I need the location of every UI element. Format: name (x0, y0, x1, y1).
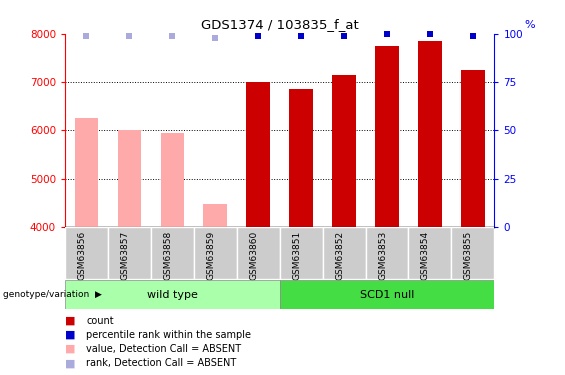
Bar (280, 227, 323, 279)
Text: GSM63860: GSM63860 (249, 231, 258, 280)
Bar (194, 227, 237, 279)
Text: value, Detection Call = ABSENT: value, Detection Call = ABSENT (86, 344, 242, 354)
Text: GSM63853: GSM63853 (378, 231, 387, 280)
Bar (280, 280, 494, 309)
Bar (65, 280, 280, 309)
Bar (323, 227, 366, 279)
Bar (65, 227, 108, 279)
Bar (366, 227, 408, 279)
Text: GSM63852: GSM63852 (335, 231, 344, 280)
Text: %: % (524, 20, 535, 30)
Text: rank, Detection Call = ABSENT: rank, Detection Call = ABSENT (86, 358, 237, 368)
Text: count: count (86, 316, 114, 326)
Text: GSM63855: GSM63855 (464, 231, 473, 280)
Text: ■: ■ (65, 316, 76, 326)
Text: GSM63856: GSM63856 (77, 231, 86, 280)
Text: SCD1 null: SCD1 null (360, 290, 414, 300)
Bar (160, 133, 184, 227)
Bar (408, 227, 451, 279)
Text: GSM63858: GSM63858 (163, 231, 172, 280)
Text: wild type: wild type (147, 290, 198, 300)
Bar (289, 89, 313, 227)
Text: genotype/variation  ▶: genotype/variation ▶ (3, 290, 102, 299)
Text: ■: ■ (65, 358, 76, 368)
Bar (118, 130, 141, 227)
Text: GSM63851: GSM63851 (292, 231, 301, 280)
Bar (203, 204, 227, 227)
Text: GSM63859: GSM63859 (206, 231, 215, 280)
Text: GSM63854: GSM63854 (421, 231, 430, 280)
Text: ■: ■ (65, 330, 76, 340)
Bar (237, 227, 280, 279)
Bar (375, 46, 399, 227)
Bar (151, 227, 194, 279)
Text: ■: ■ (65, 344, 76, 354)
Bar (418, 41, 442, 227)
Bar (461, 70, 485, 227)
Text: GSM63857: GSM63857 (120, 231, 129, 280)
Bar (246, 82, 270, 227)
Bar (451, 227, 494, 279)
Title: GDS1374 / 103835_f_at: GDS1374 / 103835_f_at (201, 18, 359, 31)
Bar (75, 118, 98, 227)
Bar (332, 75, 356, 227)
Bar (108, 227, 151, 279)
Text: percentile rank within the sample: percentile rank within the sample (86, 330, 251, 340)
